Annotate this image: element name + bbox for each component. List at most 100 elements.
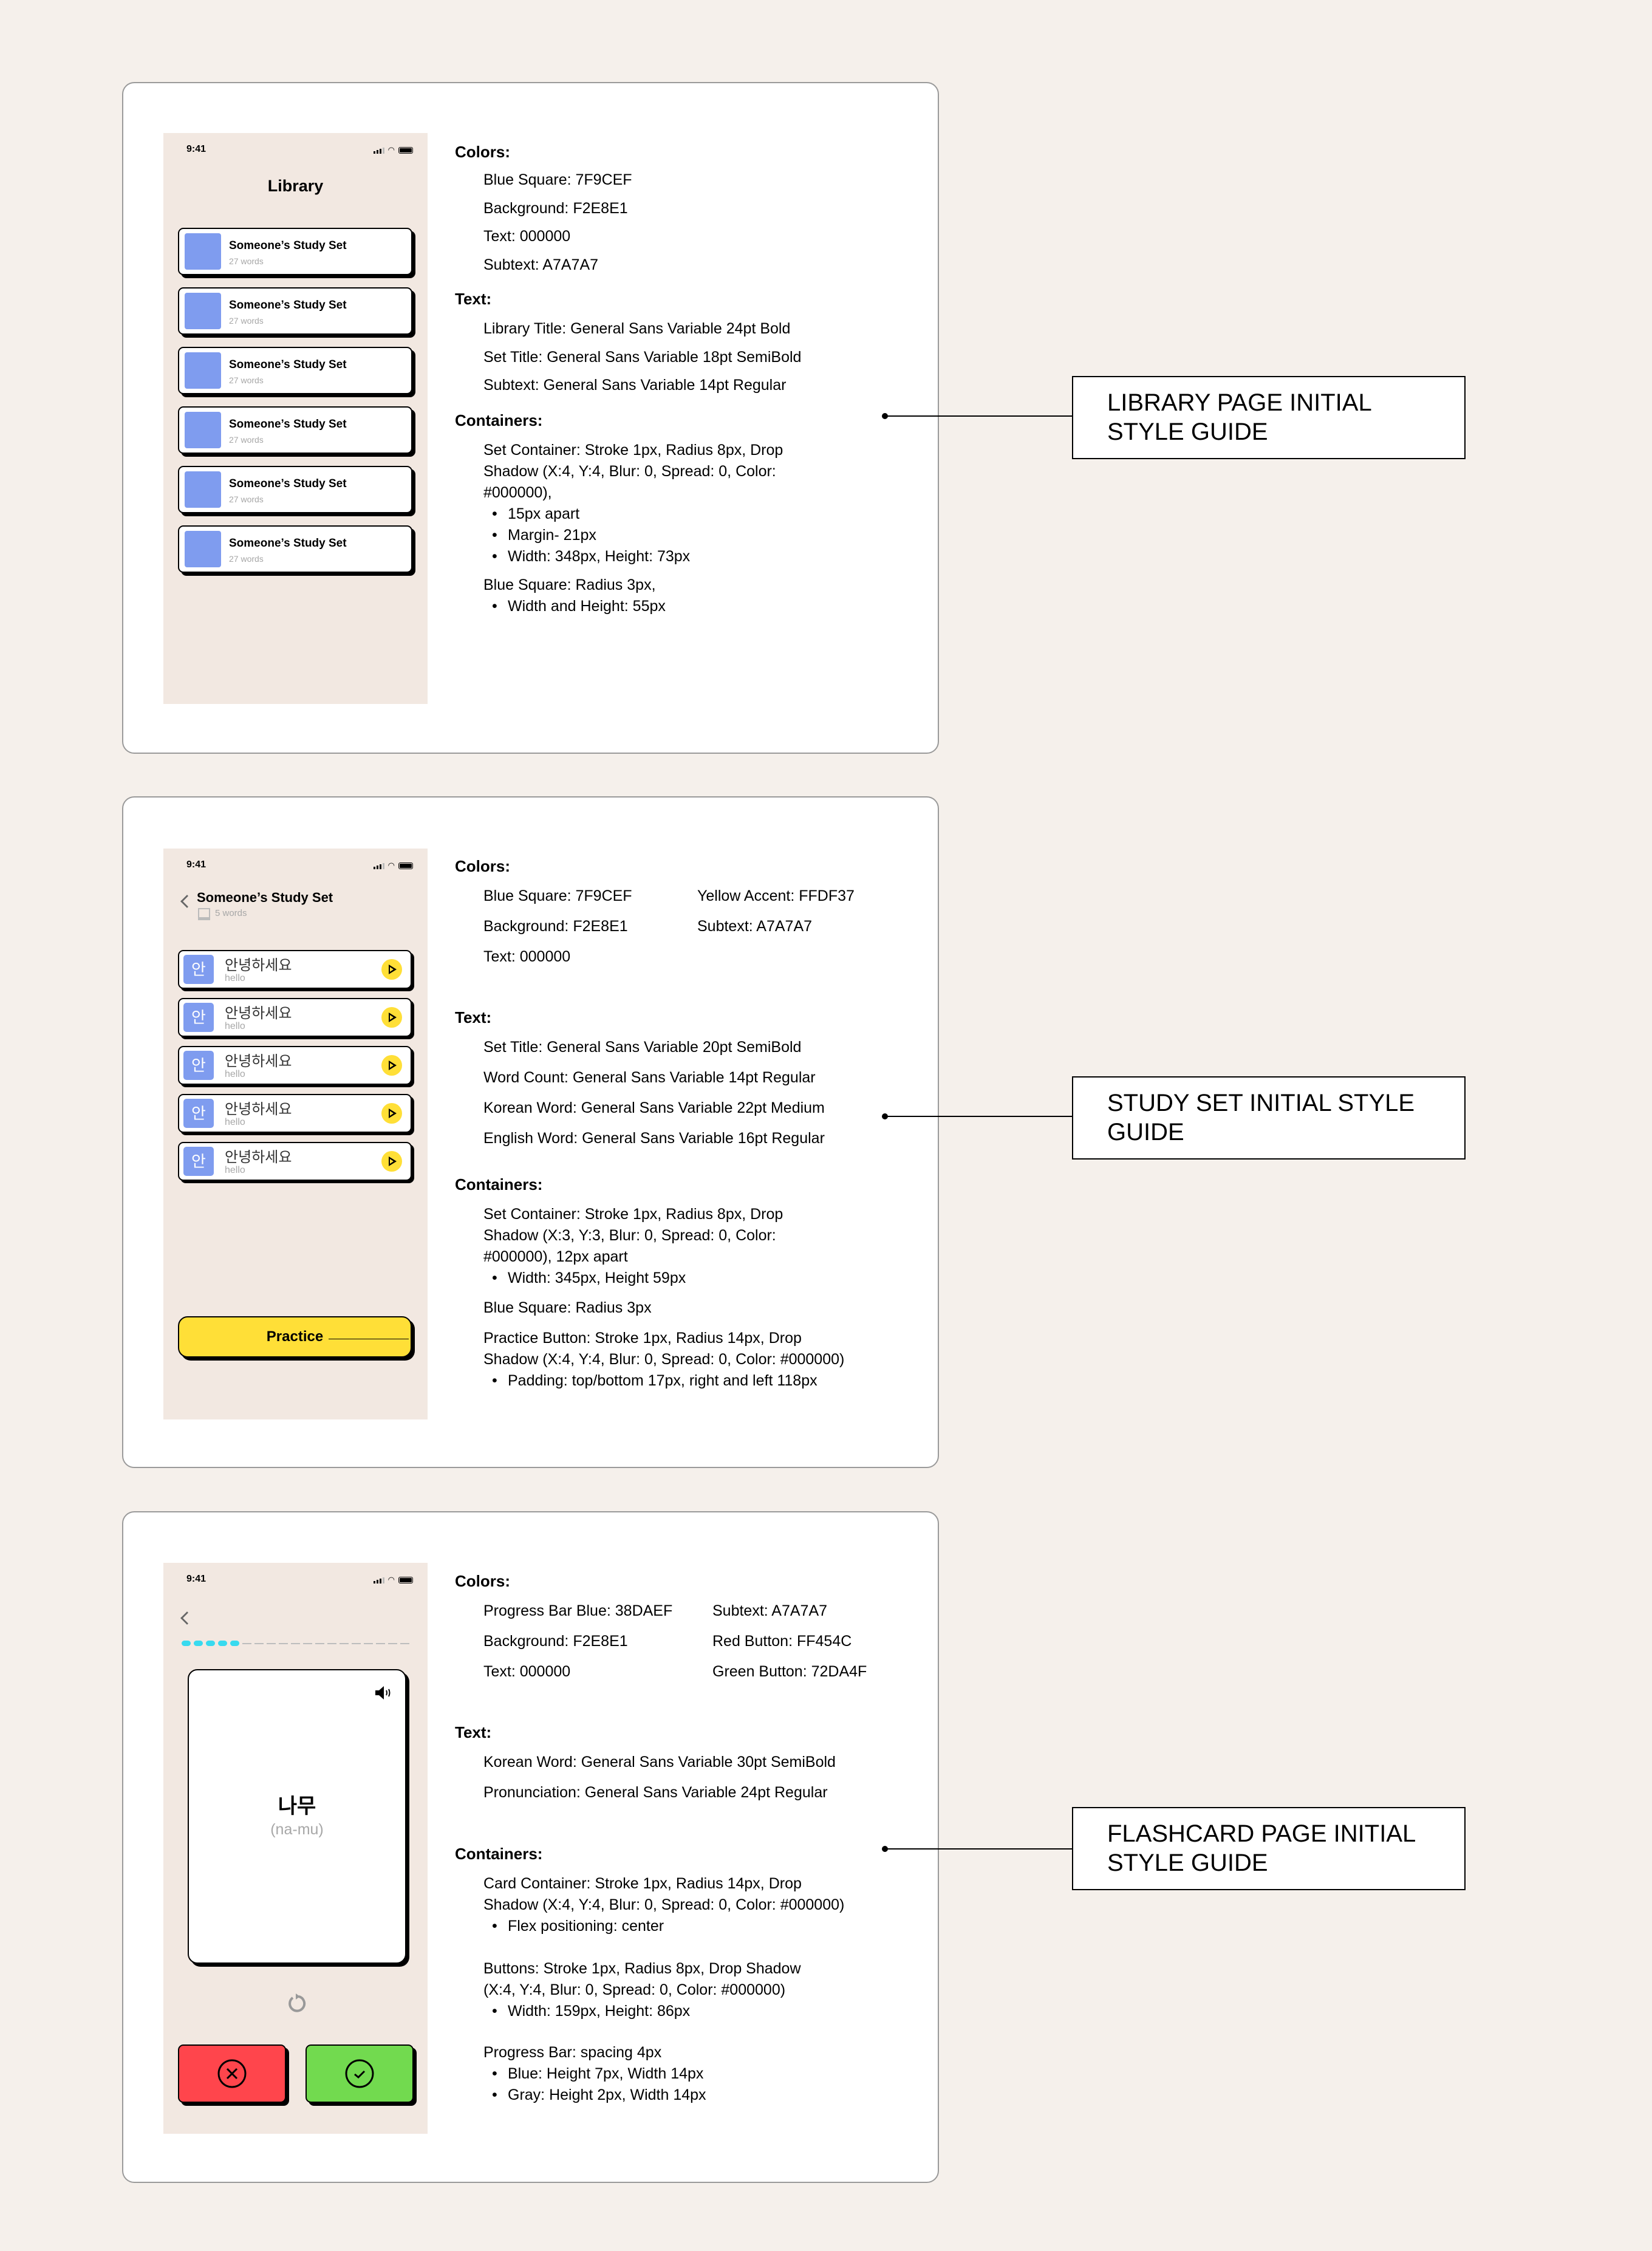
- guide-line: Text: 000000: [483, 1663, 571, 1680]
- play-audio-icon[interactable]: [381, 1151, 402, 1172]
- guide-line: Word Count: General Sans Variable 14pt R…: [483, 1069, 816, 1086]
- word-card[interactable]: 안 안녕하세요 hello: [178, 1094, 412, 1133]
- study-set-card[interactable]: Someone’s Study Set 27 words: [178, 347, 412, 394]
- progress-segment-remaining: [327, 1642, 336, 1644]
- battery-icon: [398, 146, 413, 154]
- guide-line: Korean Word: General Sans Variable 30pt …: [483, 1754, 836, 1771]
- study-set-card[interactable]: Someone’s Study Set 27 words: [178, 525, 412, 573]
- set-word-count: 27 words: [229, 494, 264, 504]
- progress-bar: [182, 1641, 409, 1646]
- set-thumbnail-square: [185, 352, 221, 389]
- bullet-item: Width: 345px, Height 59px: [492, 1269, 686, 1287]
- x-circle-icon: [217, 2059, 247, 2088]
- english-word: hello: [225, 1021, 245, 1031]
- back-chevron-icon[interactable]: [180, 895, 194, 908]
- connector-line: [882, 413, 1072, 419]
- guide-line: Korean Word: General Sans Variable 22pt …: [483, 1099, 825, 1116]
- word-count: 5 words: [215, 908, 247, 918]
- battery-icon: [398, 862, 413, 869]
- play-audio-icon[interactable]: [381, 1007, 402, 1028]
- progress-segment-remaining: [376, 1642, 385, 1644]
- flip-refresh-icon[interactable]: [285, 1992, 307, 2014]
- guide-line: #000000),: [483, 484, 552, 501]
- section-heading: Colors:: [455, 143, 510, 161]
- progress-segment-remaining: [254, 1642, 264, 1644]
- guide-line: Blue Square: Radius 3px,: [483, 576, 656, 593]
- guide-line: Background: F2E8E1: [483, 200, 628, 217]
- guide-line: Yellow Accent: FFDF37: [697, 887, 855, 904]
- study-set-card[interactable]: Someone’s Study Set 27 words: [178, 406, 412, 454]
- signal-icon: [373, 862, 384, 869]
- connector-line: [882, 1113, 1072, 1119]
- set-word-count: 27 words: [229, 435, 264, 445]
- guide-line: #000000), 12px apart: [483, 1248, 628, 1265]
- guide-line: Practice Button: Stroke 1px, Radius 14px…: [483, 1330, 802, 1347]
- guide-line: Subtext: A7A7A7: [697, 918, 813, 935]
- flashcard[interactable]: 나무 (na-mu): [188, 1669, 406, 1964]
- speaker-icon[interactable]: [374, 1684, 392, 1702]
- play-audio-icon[interactable]: [381, 1055, 402, 1076]
- guide-line: Card Container: Stroke 1px, Radius 14px,…: [483, 1875, 802, 1892]
- set-title: Someone’s Study Set: [229, 239, 347, 252]
- bullet-item: 15px apart: [492, 505, 579, 523]
- progress-segment-remaining: [315, 1642, 324, 1644]
- section-heading: Containers:: [455, 411, 543, 429]
- flashcard-style-panel: 9:41 ◠ 나무 (na-mu) Colors: Progress Bar Bl…: [122, 1511, 939, 2183]
- progress-segment-remaining: [352, 1642, 361, 1644]
- word-card[interactable]: 안 안녕하세요 hello: [178, 1142, 412, 1181]
- progress-segment-complete: [206, 1641, 215, 1646]
- guide-line: Set Title: General Sans Variable 18pt Se…: [483, 349, 802, 366]
- english-word: hello: [225, 1117, 245, 1127]
- status-icons: ◠: [373, 145, 413, 155]
- practice-label: Practice: [266, 1328, 324, 1345]
- correct-button[interactable]: [305, 2044, 414, 2103]
- incorrect-button[interactable]: [178, 2044, 286, 2103]
- signal-icon: [373, 1577, 384, 1583]
- word-card[interactable]: 안 안녕하세요 hello: [178, 1046, 412, 1085]
- set-title: Someone’s Study Set: [229, 477, 347, 490]
- set-word-count: 27 words: [229, 375, 264, 385]
- flashcard-phone-mockup: 9:41 ◠ 나무 (na-mu): [163, 1563, 428, 2134]
- bullet-item: Width and Height: 55px: [492, 598, 666, 615]
- guide-line: Set Container: Stroke 1px, Radius 8px, D…: [483, 442, 783, 459]
- play-audio-icon[interactable]: [381, 1103, 402, 1124]
- guide-line: Text: 000000: [483, 948, 571, 965]
- study-set-card[interactable]: Someone’s Study Set 27 words: [178, 466, 412, 513]
- bullet-item: Padding: top/bottom 17px, right and left…: [492, 1372, 817, 1390]
- section-heading: Containers:: [455, 1845, 543, 1863]
- guide-line: Blue Square: 7F9CEF: [483, 887, 632, 904]
- signal-icon: [373, 147, 384, 154]
- guide-line: Buttons: Stroke 1px, Radius 8px, Drop Sh…: [483, 1960, 801, 1977]
- study-set-card[interactable]: Someone’s Study Set 27 words: [178, 287, 412, 335]
- practice-button[interactable]: Practice: [178, 1316, 412, 1358]
- status-icons: ◠: [373, 861, 413, 870]
- study-set-style-panel: 9:41 ◠ Someone’s Study Set 5 words 안 안녕하세…: [122, 796, 939, 1468]
- progress-segment-remaining: [364, 1642, 373, 1644]
- progress-segment-remaining: [400, 1642, 409, 1644]
- bullet-item: Margin- 21px: [492, 527, 596, 544]
- status-icons: ◠: [373, 1575, 413, 1585]
- set-word-count: 27 words: [229, 256, 264, 266]
- word-card[interactable]: 안 안녕하세요 hello: [178, 998, 412, 1037]
- word-square-icon: 안: [183, 1051, 214, 1080]
- play-audio-icon[interactable]: [381, 959, 402, 980]
- progress-segment-remaining: [267, 1642, 276, 1644]
- bullet-item: Width: 348px, Height: 73px: [492, 548, 690, 565]
- set-thumbnail-square: [185, 531, 221, 567]
- set-thumbnail-square: [185, 233, 221, 270]
- progress-segment-complete: [182, 1641, 191, 1646]
- bullet-item: Blue: Height 7px, Width 14px: [492, 2065, 703, 2083]
- word-square-icon: 안: [183, 955, 214, 984]
- back-chevron-icon[interactable]: [180, 1611, 194, 1625]
- guide-line: Background: F2E8E1: [483, 1633, 628, 1650]
- word-card[interactable]: 안 안녕하세요 hello: [178, 950, 412, 989]
- progress-segment-complete: [218, 1641, 227, 1646]
- guide-line: Red Button: FF454C: [712, 1633, 852, 1650]
- study-set-card[interactable]: Someone’s Study Set 27 words: [178, 228, 412, 275]
- page-title: Library: [267, 177, 324, 195]
- status-time: 9:41: [186, 859, 206, 870]
- library-phone-mockup: 9:41 ◠ Library Someone’s Study Set 27 wor…: [163, 133, 428, 704]
- english-word: hello: [225, 1165, 245, 1175]
- study-set-guide-label: STUDY SET INITIAL STYLE GUIDE: [1072, 1076, 1466, 1160]
- word-square-icon: 안: [183, 1099, 214, 1128]
